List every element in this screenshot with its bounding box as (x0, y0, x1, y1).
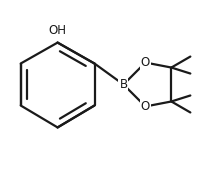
Text: O: O (141, 100, 150, 113)
Text: B: B (119, 78, 127, 91)
Text: O: O (141, 56, 150, 69)
Text: OH: OH (49, 24, 67, 37)
